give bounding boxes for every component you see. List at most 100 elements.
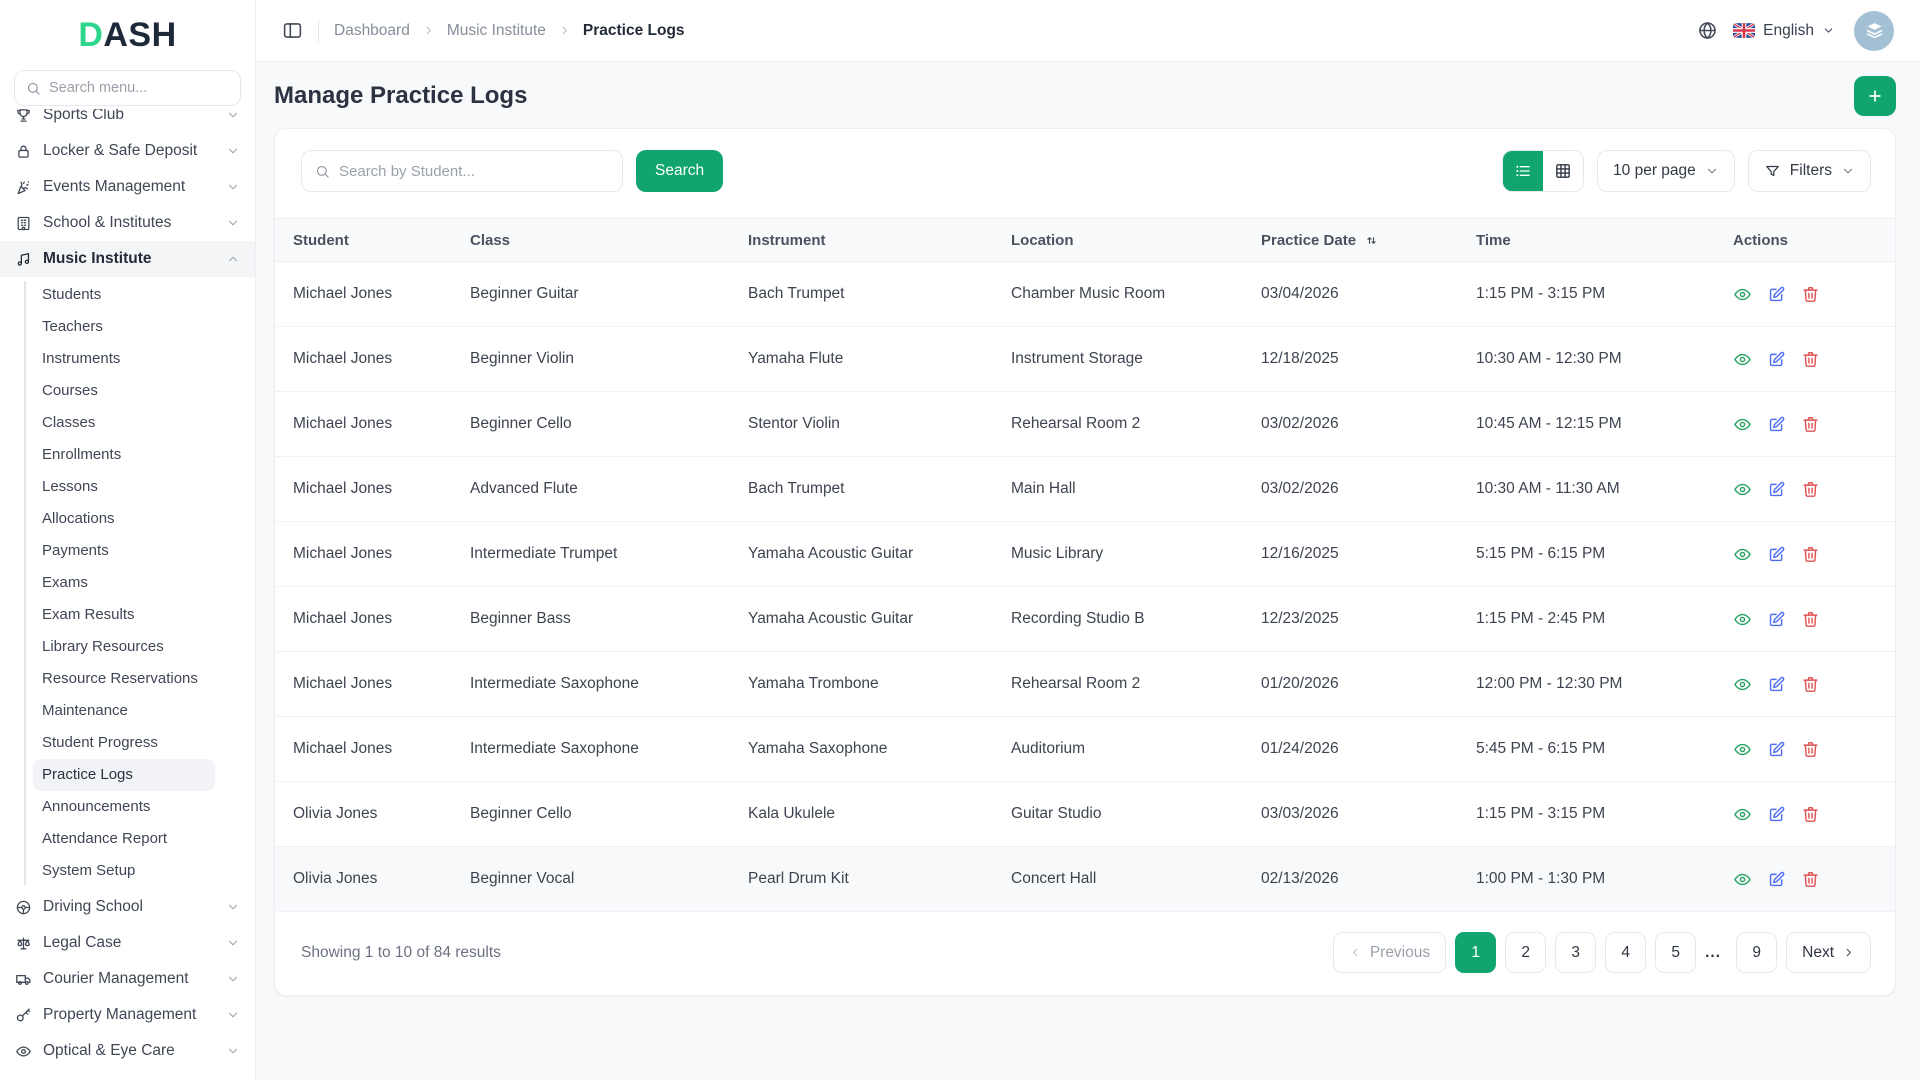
sidebar-search-input[interactable] bbox=[49, 80, 229, 96]
sidebar-item-events-management[interactable]: Events Management bbox=[0, 169, 255, 205]
sidebar-item-courier-management[interactable]: Courier Management bbox=[0, 961, 255, 997]
sidebar-subitem-library-resources[interactable]: Library Resources bbox=[42, 638, 164, 655]
grid-view-button[interactable] bbox=[1543, 151, 1584, 191]
edit-button[interactable] bbox=[1767, 285, 1786, 304]
sidebar-subitem-student-progress[interactable]: Student Progress bbox=[42, 734, 158, 751]
view-button[interactable] bbox=[1733, 740, 1752, 759]
edit-button[interactable] bbox=[1767, 740, 1786, 759]
add-button[interactable] bbox=[1854, 76, 1896, 116]
sidebar-subitem-instruments[interactable]: Instruments bbox=[42, 350, 121, 367]
sidebar-subitem-classes[interactable]: Classes bbox=[42, 414, 96, 431]
list-view-button[interactable] bbox=[1503, 151, 1544, 191]
sidebar-item-locker-safe-deposit[interactable]: Locker & Safe Deposit bbox=[0, 133, 255, 169]
sidebar-subitem-courses[interactable]: Courses bbox=[42, 382, 98, 399]
user-avatar[interactable] bbox=[1854, 10, 1894, 51]
sidebar-subitem-allocations[interactable]: Allocations bbox=[42, 510, 115, 527]
topbar-right: English bbox=[1697, 10, 1894, 51]
sidebar-subitem-payments[interactable]: Payments bbox=[42, 542, 109, 559]
search-icon bbox=[315, 164, 330, 179]
edit-button[interactable] bbox=[1767, 545, 1786, 564]
brand-logo[interactable]: D ASH bbox=[0, 0, 255, 70]
column-header-practice-date[interactable]: Practice Date bbox=[1261, 232, 1476, 249]
breadcrumb-item-dashboard[interactable]: Dashboard bbox=[334, 21, 410, 39]
sidebar-item-sports-club[interactable]: Sports Club bbox=[0, 109, 255, 133]
previous-button[interactable]: Previous bbox=[1332, 932, 1447, 973]
view-button[interactable] bbox=[1733, 350, 1752, 369]
chevron-right-icon bbox=[1842, 946, 1855, 959]
delete-button[interactable] bbox=[1801, 610, 1820, 629]
student-search-input[interactable] bbox=[339, 162, 609, 180]
view-button[interactable] bbox=[1733, 480, 1752, 499]
cell-location: Instrument Storage bbox=[1011, 350, 1143, 367]
delete-button[interactable] bbox=[1801, 545, 1820, 564]
per-page-dropdown[interactable]: 10 per page bbox=[1597, 150, 1735, 192]
edit-button[interactable] bbox=[1767, 610, 1786, 629]
filters-button[interactable]: Filters bbox=[1747, 150, 1871, 192]
sidebar-subitem-lessons[interactable]: Lessons bbox=[42, 478, 98, 495]
language-selector[interactable]: English bbox=[1733, 22, 1835, 40]
table-body: Michael Jones Beginner Guitar Bach Trumpet… bbox=[275, 262, 1895, 912]
edit-icon bbox=[1767, 545, 1786, 564]
eye-icon bbox=[1733, 480, 1752, 499]
sidebar-item-property-management[interactable]: Property Management bbox=[0, 997, 255, 1033]
sidebar-item-school-institutes[interactable]: School & Institutes bbox=[0, 205, 255, 241]
delete-button[interactable] bbox=[1801, 805, 1820, 824]
delete-button[interactable] bbox=[1801, 285, 1820, 304]
sidebar-subitem-attendance-report[interactable]: Attendance Report bbox=[42, 830, 168, 847]
sidebar-subitem-maintenance[interactable]: Maintenance bbox=[42, 702, 128, 719]
next-button[interactable]: Next bbox=[1786, 932, 1871, 973]
delete-button[interactable] bbox=[1801, 870, 1820, 889]
page-button-4[interactable]: 4 bbox=[1605, 932, 1647, 973]
cell-instrument: Yamaha Acoustic Guitar bbox=[748, 610, 914, 627]
sidebar-subitem-practice-logs[interactable]: Practice Logs bbox=[33, 759, 215, 791]
delete-button[interactable] bbox=[1801, 350, 1820, 369]
view-button[interactable] bbox=[1733, 675, 1752, 694]
sidebar-toggle-button[interactable] bbox=[282, 20, 303, 41]
edit-button[interactable] bbox=[1767, 415, 1786, 434]
view-button[interactable] bbox=[1733, 610, 1752, 629]
edit-button[interactable] bbox=[1767, 870, 1786, 889]
table-row: Michael Jones Beginner Cello Stentor Violi… bbox=[275, 392, 1895, 457]
delete-button[interactable] bbox=[1801, 675, 1820, 694]
sort-icon[interactable] bbox=[1364, 233, 1379, 248]
page-button-2[interactable]: 2 bbox=[1505, 932, 1547, 973]
chevron-down-icon bbox=[1705, 164, 1719, 178]
search-button[interactable]: Search bbox=[636, 150, 724, 192]
sidebar-item-legal-case[interactable]: Legal Case bbox=[0, 925, 255, 961]
page-button-5[interactable]: 5 bbox=[1655, 932, 1697, 973]
page-button-1[interactable]: 1 bbox=[1455, 932, 1497, 973]
page-button-3[interactable]: 3 bbox=[1555, 932, 1597, 973]
sidebar-subitem-students[interactable]: Students bbox=[42, 286, 102, 303]
sidebar-subitem-announcements[interactable]: Announcements bbox=[42, 798, 151, 815]
sidebar-subitem-exam-results[interactable]: Exam Results bbox=[42, 606, 135, 623]
view-button[interactable] bbox=[1733, 285, 1752, 304]
view-button[interactable] bbox=[1733, 545, 1752, 564]
page-button-9[interactable]: 9 bbox=[1736, 932, 1778, 973]
sidebar-item-optical-eye-care[interactable]: Optical & Eye Care bbox=[0, 1033, 255, 1069]
view-button[interactable] bbox=[1733, 415, 1752, 434]
delete-button[interactable] bbox=[1801, 740, 1820, 759]
cell-student: Michael Jones bbox=[293, 545, 393, 562]
sidebar-subitem-enrollments[interactable]: Enrollments bbox=[42, 446, 122, 463]
edit-button[interactable] bbox=[1767, 805, 1786, 824]
delete-button[interactable] bbox=[1801, 480, 1820, 499]
view-button[interactable] bbox=[1733, 805, 1752, 824]
view-button[interactable] bbox=[1733, 870, 1752, 889]
delete-button[interactable] bbox=[1801, 415, 1820, 434]
edit-button[interactable] bbox=[1767, 350, 1786, 369]
chevron-down-icon bbox=[226, 180, 240, 194]
column-header-time: Time bbox=[1476, 232, 1733, 249]
globe-button[interactable] bbox=[1697, 20, 1718, 41]
sidebar-subitem-resource-reservations[interactable]: Resource Reservations bbox=[42, 670, 198, 687]
breadcrumb-item-music-institute[interactable]: Music Institute bbox=[446, 21, 546, 39]
previous-label: Previous bbox=[1369, 943, 1431, 961]
cell-student: Michael Jones bbox=[293, 415, 393, 432]
sidebar-subitem-teachers[interactable]: Teachers bbox=[42, 318, 103, 335]
sidebar-subitem-exams[interactable]: Exams bbox=[42, 574, 88, 591]
sidebar-item-driving-school[interactable]: Driving School bbox=[0, 889, 255, 925]
cell-location: Music Library bbox=[1011, 545, 1104, 562]
sidebar-item-music-institute[interactable]: Music Institute bbox=[0, 241, 255, 277]
edit-button[interactable] bbox=[1767, 675, 1786, 694]
sidebar-subitem-system-setup[interactable]: System Setup bbox=[42, 862, 136, 879]
edit-button[interactable] bbox=[1767, 480, 1786, 499]
